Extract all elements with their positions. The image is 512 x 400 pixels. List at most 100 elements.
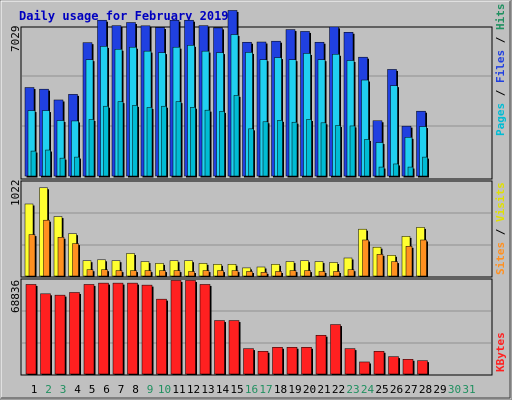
bar-pages-day-5 [88,119,95,177]
bar-pages-day-26 [393,163,399,177]
bar-sites-day-20 [304,270,311,277]
bar-pages-day-17 [262,121,269,177]
bar-kbytes-day-5 [83,284,95,375]
legend-visits-panel: Sites / Visits [494,182,507,275]
bar-sites-day-25 [376,254,384,277]
day-label-10: 10 [158,383,171,396]
day-label-2: 2 [45,383,52,396]
bar-sites-day-26 [391,261,398,277]
bar-sites-day-5 [86,269,94,277]
day-label-1: 1 [31,383,38,396]
day-label-18: 18 [274,383,287,396]
bar-kbytes-day-17 [257,351,269,375]
legend-pages: Pages [494,103,507,136]
bar-kbytes-day-23 [344,348,356,375]
bar-kbytes-day-8 [127,282,138,375]
bar-sites-day-24 [362,239,369,277]
bar-pages-day-16 [248,128,254,177]
bar-pages-day-14 [219,111,225,177]
bar-sites-day-9 [144,270,152,277]
day-label-22: 22 [332,383,345,396]
legend-hits: Hits [494,4,507,31]
bar-sites-day-27 [405,246,413,277]
bar-kbytes-day-22 [330,324,341,375]
day-label-7: 7 [118,383,125,396]
day-label-8: 8 [132,383,139,396]
bar-sites-day-21 [318,271,326,277]
bar-sites-day-1 [28,234,36,277]
bar-kbytes-day-3 [54,294,66,375]
day-label-21: 21 [317,383,330,396]
day-label-27: 27 [404,383,417,396]
bar-sites-day-19 [289,270,297,277]
bar-kbytes-day-14 [214,320,225,375]
bar-sites-day-2 [43,219,50,277]
bar-kbytes-day-4 [69,292,80,375]
bar-kbytes-day-19 [286,347,298,375]
day-label-16: 16 [245,383,258,396]
bar-sites-day-7 [115,270,123,277]
bar-pages-day-15 [233,95,240,177]
bar-kbytes-day-15 [228,320,240,375]
bar-sites-day-8 [130,270,137,277]
bar-kbytes-day-2 [40,293,51,375]
bar-pages-day-21 [320,122,327,177]
bar-sites-day-11 [173,270,181,277]
day-label-9: 9 [147,383,154,396]
legend-kbytes: KBytes [494,332,507,372]
bar-sites-day-10 [159,270,166,277]
bar-sites-day-15 [231,270,239,277]
bar-sites-day-23 [347,269,355,277]
bar-pages-day-9 [146,107,153,177]
day-label-5: 5 [89,383,96,396]
day-label-17: 17 [259,383,272,396]
bar-kbytes-day-10 [156,298,167,375]
bar-kbytes-day-24 [359,361,370,375]
bar-pages-day-2 [45,149,51,177]
bar-pages-day-27 [407,166,414,177]
bar-pages-day-19 [291,121,298,177]
bar-sites-day-14 [217,270,224,277]
visits-max-label: 1022 [9,180,22,207]
bar-kbytes-day-28 [417,360,428,375]
bar-pages-day-4 [74,156,80,177]
day-label-6: 6 [103,383,110,396]
bar-kbytes-day-13 [199,284,211,375]
bar-sites-day-16 [246,271,253,277]
bar-kbytes-day-16 [243,348,254,375]
day-label-3: 3 [60,383,67,396]
bar-pages-day-28 [422,156,428,177]
day-label-24: 24 [361,383,375,396]
bar-kbytes-day-25 [373,351,385,375]
bar-kbytes-day-20 [301,347,312,375]
bar-pages-day-23 [349,125,356,177]
kbytes-max-label: 68836 [9,280,22,313]
legend-visits: Visits [494,182,507,222]
bar-sites-day-3 [57,237,65,277]
day-label-14: 14 [216,383,230,396]
bar-sites-day-18 [275,271,282,277]
day-label-25: 25 [375,383,388,396]
bar-kbytes-day-26 [388,356,399,375]
bar-kbytes-day-21 [315,334,327,375]
bar-sites-day-4 [72,243,79,277]
legend-sep-2: / [494,30,507,50]
bar-kbytes-day-27 [402,359,414,375]
bar-sites-day-13 [202,270,210,277]
day-label-28: 28 [419,383,432,396]
day-label-29: 29 [433,383,446,396]
bar-pages-day-3 [59,157,66,177]
legend-sep-3: / [494,222,507,242]
chart-title: Daily usage for February 2019 [19,9,229,23]
day-label-26: 26 [390,383,403,396]
bar-pages-day-22 [335,125,341,177]
bar-sites-day-17 [260,272,268,277]
day-label-11: 11 [172,383,185,396]
bar-pages-day-7 [117,101,124,177]
bar-pages-day-18 [277,120,283,177]
day-label-12: 12 [187,383,200,396]
day-label-31: 31 [462,383,475,396]
day-label-4: 4 [74,383,81,396]
